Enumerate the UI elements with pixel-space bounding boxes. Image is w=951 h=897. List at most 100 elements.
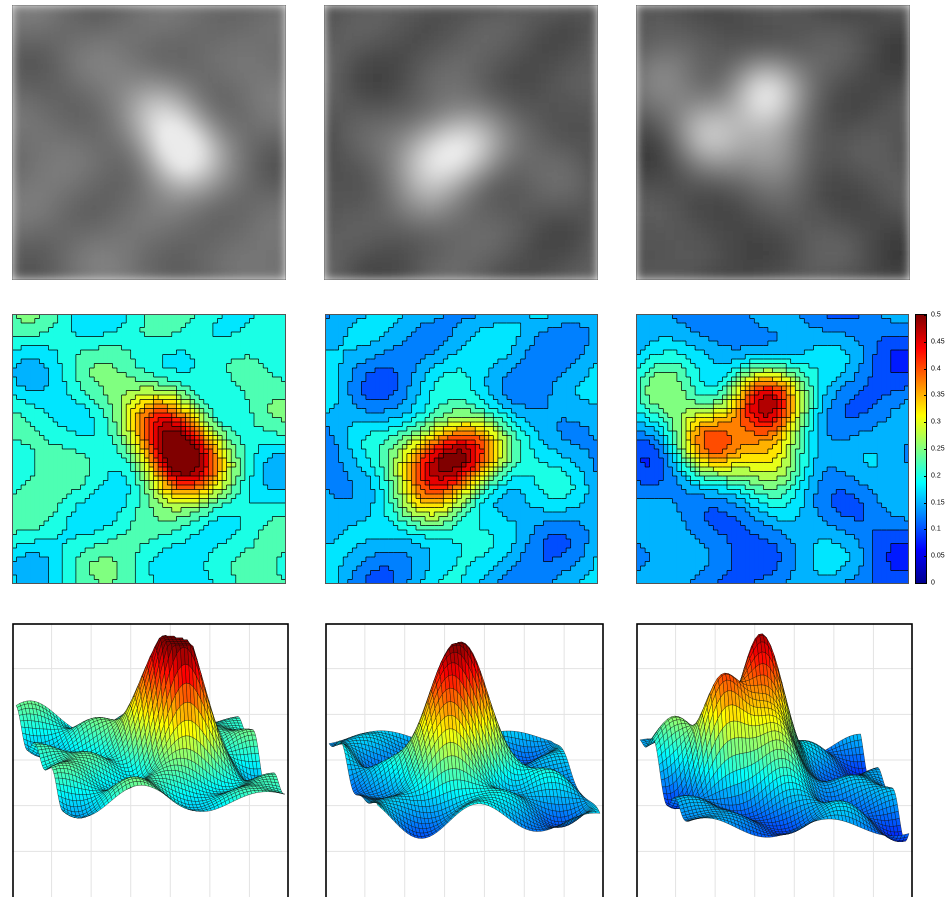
contour-cell [30,521,36,527]
pixel [362,191,374,202]
contour-cell [30,525,36,531]
pixel [265,259,277,271]
pixel [480,142,491,153]
pixel [226,43,238,55]
contour-cell [107,449,114,455]
contour-cell [107,566,114,572]
pixel [148,73,160,85]
pixel [733,132,745,143]
pixel [655,151,666,163]
contour-cell [167,503,173,509]
pixel [80,43,91,55]
pixel [577,132,589,143]
contour-cell [80,417,86,423]
contour-cell [126,566,132,572]
contour-cell [89,327,95,333]
pixel [168,230,179,242]
pixel [431,269,442,280]
pixel [265,210,277,222]
contour-cell [85,395,91,401]
pixel [723,161,735,173]
contour-cell [203,413,209,419]
contour-cell [107,480,114,486]
pixel [684,14,696,26]
contour-cell [103,579,109,584]
contour-cell [153,449,159,455]
contour-cell [149,368,155,374]
pixel [674,14,686,26]
contour-cell [66,489,72,495]
pixel [684,43,696,55]
contour-cell [25,413,31,419]
pixel [899,122,910,134]
contour-cell [153,548,159,554]
pixel [460,112,472,124]
pixel [860,259,872,271]
pixel [12,43,23,55]
pixel [529,132,540,143]
pixel [519,92,530,104]
pixel [324,181,335,193]
pixel [138,53,150,65]
pixel [119,102,130,114]
contour-cell [121,467,127,473]
contour-cell [98,534,104,540]
contour-cell [85,422,91,428]
pixel [752,5,764,16]
pixel [782,132,794,143]
pixel [499,14,511,26]
pixel [109,240,121,252]
pixel [31,43,42,55]
contour-cell [30,471,36,477]
contour-cell [62,381,68,387]
contour-cell [199,368,205,374]
contour-cell [25,503,31,509]
pixel [889,259,901,271]
pixel [694,92,705,104]
pixel [265,5,277,16]
contour-cell [117,512,123,518]
contour-cell [16,318,22,324]
pixel [587,102,598,114]
pixel [40,43,52,55]
pixel [158,259,170,271]
contour-cell [34,521,40,527]
pixel [587,161,598,173]
pixel [762,250,774,261]
pixel [275,269,286,280]
pixel [548,171,560,183]
pixel [265,220,277,232]
contour-cell [208,530,214,536]
contour-cell [25,471,31,477]
pixel [236,181,248,193]
pixel [50,83,62,94]
contour-cell [107,539,114,545]
contour-cell [25,444,31,450]
pixel [548,83,560,94]
contour-cell [107,426,114,432]
pixel [880,43,891,55]
pixel [801,24,813,35]
pixel [870,73,882,85]
contour-cell [48,381,54,387]
pixel [548,142,560,153]
contour-cell [30,377,36,383]
contour-cell [80,489,86,495]
pixel [246,92,258,104]
pixel [568,210,579,222]
contour-cell [149,359,155,365]
pixel [831,210,842,222]
contour-cell [85,512,91,518]
pixel [187,83,199,94]
pixel [440,161,452,173]
contour-cell [85,489,91,495]
pixel [324,240,335,252]
contour-cell [53,503,59,509]
pixel [138,250,150,261]
pixel [509,5,521,16]
pixel [870,63,882,75]
contour-cell [185,354,191,360]
contour-cell [39,399,45,405]
contour-cell [16,516,22,522]
pixel [684,191,696,202]
